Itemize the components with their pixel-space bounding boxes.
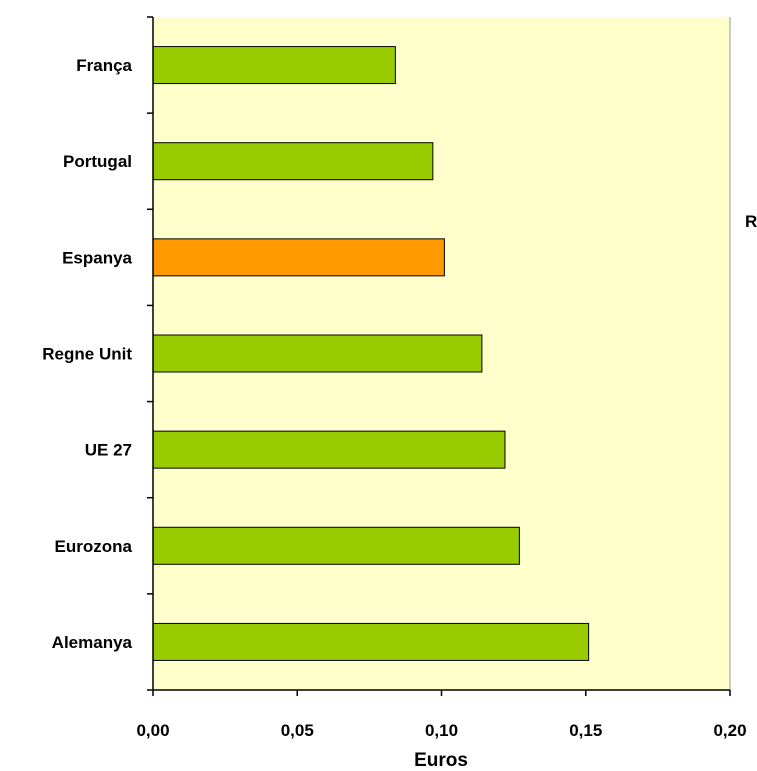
bar [152, 430, 506, 469]
category-label: UE 27 [85, 441, 132, 460]
x-tick-label: 0,10 [425, 721, 458, 740]
category-label: Alemanya [52, 633, 133, 652]
x-tick-label: 0,15 [569, 721, 602, 740]
x-axis-ticks: 0,00 0,05 0,10 0,15 0,20 [136, 690, 747, 740]
category-label: Portugal [63, 152, 132, 171]
bar [152, 622, 590, 661]
x-tick-label: 0,20 [713, 721, 746, 740]
x-tick-label: 0,05 [281, 721, 314, 740]
category-label: Espanya [62, 248, 132, 267]
bar [152, 334, 483, 373]
bar [152, 46, 396, 85]
y-axis-ticks [147, 16, 153, 691]
bar [152, 526, 520, 565]
x-axis-title: Euros [414, 750, 468, 771]
category-label: Regne Unit [42, 345, 132, 364]
bars-group [152, 46, 590, 661]
bar [152, 238, 445, 277]
category-label: Eurozona [55, 537, 133, 556]
category-label: França [76, 56, 132, 75]
x-tick-label: 0,00 [136, 721, 169, 740]
category-labels: França Portugal Espanya Regne Unit UE 27 Euro… [42, 56, 132, 652]
side-text: R [745, 212, 757, 231]
bar [152, 142, 434, 181]
